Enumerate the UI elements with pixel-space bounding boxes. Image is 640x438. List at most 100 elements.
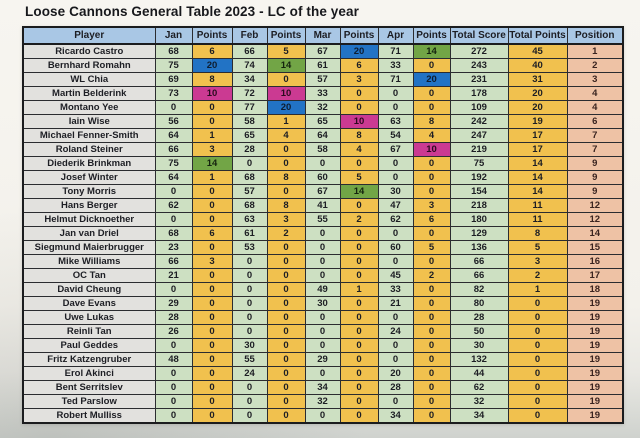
month-points-cell: 0 (339, 268, 379, 283)
month-points-cell: 3 (339, 72, 379, 87)
header-row: Player Jan Points Feb Points Mar Points Apr Poin… (22, 26, 624, 45)
position-cell: 4 (566, 86, 624, 101)
total-score-cell: 180 (449, 212, 509, 227)
month-score-cell: 68 (231, 198, 268, 213)
month-points-cell: 1 (191, 170, 233, 185)
month-score-cell: 75 (154, 58, 193, 73)
total-score-cell: 132 (449, 352, 509, 367)
month-points-cell: 4 (339, 142, 379, 157)
month-points-cell: 0 (266, 142, 306, 157)
total-score-cell: 44 (449, 366, 509, 381)
total-score-cell: 66 (449, 254, 509, 269)
month-score-cell: 71 (377, 72, 414, 87)
total-score-cell: 218 (449, 198, 509, 213)
total-score-cell: 30 (449, 338, 509, 353)
month-points-cell: 0 (191, 114, 233, 129)
header-cell-points: Points (412, 26, 451, 45)
month-points-cell: 5 (339, 170, 379, 185)
month-points-cell: 0 (339, 310, 379, 325)
month-points-cell: 0 (412, 156, 451, 171)
table-row: Helmut Dicknoether 0 0 63 3 55 2 62 6 180 11 12 (22, 212, 624, 227)
position-cell: 12 (566, 198, 624, 213)
position-cell: 17 (566, 268, 624, 283)
table-row: Tony Morris 0 0 57 0 67 14 30 0 154 14 9 (22, 184, 624, 199)
table-row: Josef Winter 64 1 68 8 60 5 0 0 192 14 9 (22, 170, 624, 185)
month-score-cell: 30 (377, 184, 414, 199)
header-cell-total-score: Total Score (449, 26, 509, 45)
month-score-cell: 0 (304, 226, 341, 241)
month-points-cell: 0 (191, 394, 233, 409)
table-row: Fritz Katzengruber 48 0 55 0 29 0 0 0 132 0 19 (22, 352, 624, 367)
header-cell-jan: Jan (154, 26, 193, 45)
player-cell: Reinli Tan (22, 324, 156, 339)
month-score-cell: 0 (377, 86, 414, 101)
month-points-cell: 10 (339, 114, 379, 129)
total-points-cell: 11 (507, 212, 568, 227)
month-points-cell: 6 (339, 58, 379, 73)
month-score-cell: 33 (377, 282, 414, 297)
total-points-cell: 40 (507, 58, 568, 73)
month-score-cell: 33 (377, 58, 414, 73)
total-score-cell: 66 (449, 268, 509, 283)
position-cell: 19 (566, 408, 624, 424)
position-cell: 3 (566, 72, 624, 87)
total-score-cell: 272 (449, 43, 509, 59)
month-points-cell: 0 (266, 394, 306, 409)
month-points-cell: 0 (412, 296, 451, 311)
month-points-cell: 0 (266, 240, 306, 255)
month-points-cell: 0 (191, 282, 233, 297)
month-score-cell: 0 (154, 338, 193, 353)
month-score-cell: 21 (154, 268, 193, 283)
month-points-cell: 8 (191, 72, 233, 87)
player-cell: Michael Fenner-Smith (22, 128, 156, 143)
month-score-cell: 61 (231, 226, 268, 241)
total-points-cell: 14 (507, 184, 568, 199)
table-row: Robert Mulliss 0 0 0 0 0 0 34 0 34 0 19 (22, 408, 624, 424)
month-score-cell: 58 (231, 114, 268, 129)
total-points-cell: 0 (507, 310, 568, 325)
total-points-cell: 17 (507, 142, 568, 157)
header-cell-player: Player (22, 26, 156, 45)
month-points-cell: 6 (412, 212, 451, 227)
month-score-cell: 0 (304, 324, 341, 339)
table-row: Montano Yee 0 0 77 20 32 0 0 0 109 20 4 (22, 100, 624, 115)
month-points-cell: 0 (191, 324, 233, 339)
month-score-cell: 68 (154, 226, 193, 241)
month-points-cell: 0 (339, 408, 379, 424)
total-points-cell: 1 (507, 282, 568, 297)
month-points-cell: 10 (266, 86, 306, 101)
position-cell: 9 (566, 156, 624, 171)
total-points-cell: 31 (507, 72, 568, 87)
month-score-cell: 26 (154, 324, 193, 339)
month-points-cell: 0 (339, 394, 379, 409)
position-cell: 6 (566, 114, 624, 129)
table-row: Diederik Brinkman 75 14 0 0 0 0 0 0 75 14 9 (22, 156, 624, 171)
total-score-cell: 136 (449, 240, 509, 255)
month-score-cell: 60 (304, 170, 341, 185)
month-points-cell: 0 (191, 408, 233, 424)
header-cell-position: Position (566, 26, 624, 45)
player-cell: Helmut Dicknoether (22, 212, 156, 227)
table-row: Mike Williams 66 3 0 0 0 0 0 0 66 3 16 (22, 254, 624, 269)
month-points-cell: 0 (191, 310, 233, 325)
position-cell: 16 (566, 254, 624, 269)
position-cell: 19 (566, 296, 624, 311)
header-cell-mar: Mar (304, 26, 341, 45)
month-score-cell: 0 (231, 394, 268, 409)
month-points-cell: 0 (266, 408, 306, 424)
month-points-cell: 0 (412, 310, 451, 325)
player-cell: Diederik Brinkman (22, 156, 156, 171)
month-points-cell: 3 (191, 254, 233, 269)
month-points-cell: 0 (266, 310, 306, 325)
month-score-cell: 0 (377, 226, 414, 241)
total-points-cell: 45 (507, 43, 568, 59)
month-score-cell: 34 (304, 380, 341, 395)
month-score-cell: 0 (154, 184, 193, 199)
table-row: Bernhard Romahn 75 20 74 14 61 6 33 0 243 40 2 (22, 58, 624, 73)
total-points-cell: 20 (507, 100, 568, 115)
table-row: Michael Fenner-Smith 64 1 65 4 64 8 54 4 247 17 7 (22, 128, 624, 143)
player-cell: OC Tan (22, 268, 156, 283)
player-cell: Tony Morris (22, 184, 156, 199)
total-score-cell: 50 (449, 324, 509, 339)
